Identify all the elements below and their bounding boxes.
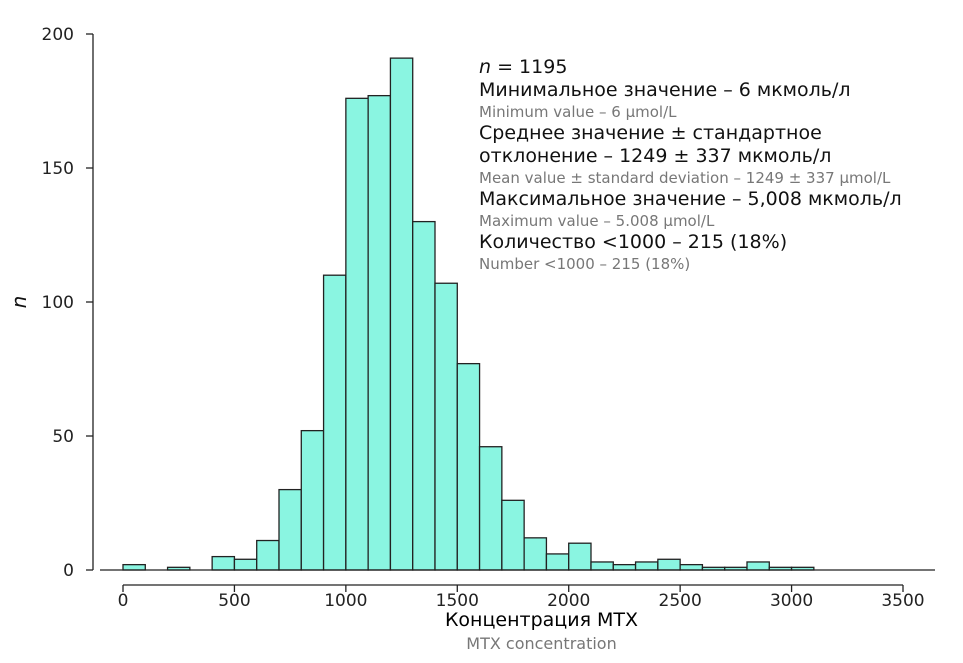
x-tick-label: 3000 <box>770 591 813 611</box>
histogram-bar <box>523 537 548 571</box>
x-tick-label: 0 <box>118 591 129 611</box>
x-tick-label: 2000 <box>547 591 590 611</box>
histogram-bar <box>122 563 146 571</box>
histogram-bar <box>612 563 637 571</box>
annotation-mean-2: отклонение – 1249 ± 337 мкмоль/л <box>479 145 832 167</box>
x-tick-label: 1000 <box>324 591 367 611</box>
histogram-bar <box>501 499 525 571</box>
y-axis-label: n <box>7 296 31 309</box>
histogram-bar <box>634 561 659 571</box>
histogram-bar <box>256 539 280 571</box>
y-tick-label: 50 <box>52 427 74 447</box>
annotation-count: Количество <1000 – 215 (18%) <box>479 231 788 253</box>
annotation-max-en: Maximum value – 5.008 µmol/L <box>479 212 715 230</box>
y-tick-label: 200 <box>42 25 74 45</box>
histogram-bar <box>345 97 369 571</box>
x-axis-label: Концентрация МТХ <box>444 609 639 631</box>
annotation-mean-en: Mean value ± standard deviation – 1249 ±… <box>479 169 891 187</box>
annotation-min-en: Minimum value – 6 µmol/L <box>479 103 677 121</box>
x-tick-label: 1500 <box>436 591 479 611</box>
histogram-bar <box>679 563 704 571</box>
y-tick-label: 0 <box>63 561 74 581</box>
histogram-bar <box>590 561 614 571</box>
histogram-bar <box>322 274 347 571</box>
annotation-max: Максимальное значение – 5,008 мкмоль/л <box>479 188 902 210</box>
histogram-bar <box>568 542 592 571</box>
histogram-bar <box>211 555 236 571</box>
histogram-bar <box>412 220 436 571</box>
histogram-bar <box>456 362 481 571</box>
y-tick-label: 100 <box>42 293 74 313</box>
x-tick-label: 2500 <box>659 591 702 611</box>
histogram-bar <box>478 446 503 571</box>
histogram-bar <box>367 94 392 571</box>
histogram-bar <box>657 558 681 571</box>
annotation-n: n = 1195 <box>479 56 568 78</box>
annotation-count-en: Number <1000 – 215 (18%) <box>479 255 691 273</box>
histogram-bar <box>746 561 770 571</box>
annotation-min: Минимальное значение – 6 мкмоль/л <box>479 79 851 101</box>
histogram-bar <box>434 282 458 571</box>
histogram-bar <box>233 558 258 571</box>
histogram-bar <box>278 488 302 571</box>
histogram-bar <box>389 57 414 571</box>
summary-annotation: n = 1195 Минимальное значение – 6 мкмоль… <box>479 56 902 274</box>
histogram-bar <box>300 429 325 571</box>
y-tick-label: 150 <box>42 159 74 179</box>
histogram-bar <box>545 553 570 571</box>
x-tick-label: 3500 <box>881 591 924 611</box>
x-axis-label-en: MTX concentration <box>466 634 617 653</box>
annotation-mean: Среднее значение ± стандартное <box>479 122 822 144</box>
x-tick-label: 500 <box>218 591 250 611</box>
